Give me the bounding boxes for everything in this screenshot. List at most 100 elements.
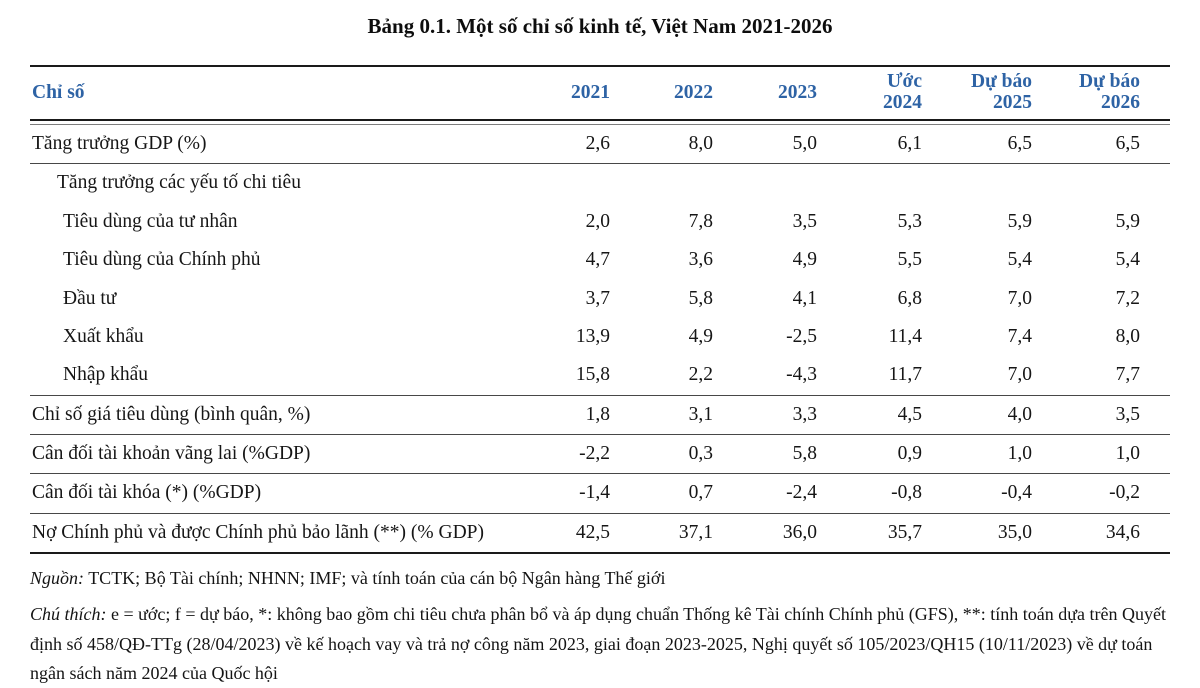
header-rule-line xyxy=(30,120,1170,126)
cell-value: -0,8 xyxy=(817,473,922,514)
cell-value xyxy=(817,164,922,203)
table-row: Nợ Chính phủ và được Chính phủ bảo lãnh … xyxy=(30,513,1170,553)
footnotes: Nguồn: TCTK; Bộ Tài chính; NHNN; IMF; và… xyxy=(30,564,1170,688)
cell-value: 3,3 xyxy=(713,395,817,436)
cell-value: 5,0 xyxy=(713,124,817,165)
cell-value: 1,0 xyxy=(1032,434,1170,475)
cell-value: 4,9 xyxy=(792,249,817,271)
cell-value: 4,9 xyxy=(688,325,713,347)
table-row: Cân đối tài khoản vãng lai (%GDP) -2,2 0… xyxy=(30,434,1170,475)
row-label: Nhập khẩu xyxy=(30,356,520,396)
cell-value: -4,3 xyxy=(713,356,817,396)
cell-value: 2,6 xyxy=(520,124,610,165)
col-header-year: Ước 2024 xyxy=(817,66,922,122)
row-label: Tiêu dùng của Chính phủ xyxy=(63,249,261,271)
table-row: Nhập khẩu 15,8 2,2 -4,3 11,7 7,0 7,7 xyxy=(30,356,1170,396)
cell-value: 6,8 xyxy=(897,287,922,309)
cell-value: 1,0 xyxy=(922,434,1032,475)
cell-value: 34,6 xyxy=(1105,521,1140,543)
table-body: Tăng trưởng GDP (%) 2,6 8,0 5,0 6,1 6,5 … xyxy=(30,120,1170,553)
cell-value xyxy=(922,164,1032,203)
table-row: Cân đối tài khóa (*) (%GDP) -1,4 0,7 -2,… xyxy=(30,473,1170,514)
economic-indicators-table: Chỉ số 2021 2022 2023 Ước 2024 Dự báo 2025 Dự… xyxy=(30,65,1170,555)
table-row: Tăng trưởng GDP (%) 2,6 8,0 5,0 6,1 6,5 … xyxy=(30,124,1170,165)
col-header-indicator: Chỉ số xyxy=(30,66,520,122)
cell-value: 35,0 xyxy=(997,521,1032,543)
cell-value: 8,0 xyxy=(610,124,713,165)
cell-value: 6,5 xyxy=(1032,124,1170,165)
cell-value: 7,8 xyxy=(688,210,713,232)
cell-value: 11,4 xyxy=(888,325,922,347)
cell-value: 2,2 xyxy=(610,356,713,396)
footnote: Chú thích: e = ước; f = dự báo, *: không… xyxy=(30,600,1170,687)
cell-value xyxy=(520,164,610,203)
footnote-lead: Nguồn: xyxy=(30,568,84,589)
row-label: Tăng trưởng GDP (%) xyxy=(30,124,520,165)
cell-value: 6,5 xyxy=(922,124,1032,165)
cell-value: 2,0 xyxy=(585,210,610,232)
cell-value: -2,2 xyxy=(520,434,610,475)
cell-value: -2,4 xyxy=(713,473,817,514)
header-row: Chỉ số 2021 2022 2023 Ước 2024 Dự báo 2025 Dự… xyxy=(30,66,1170,122)
cell-value xyxy=(1032,164,1170,203)
row-label: Tăng trưởng các yếu tố chi tiêu xyxy=(57,172,301,194)
cell-value xyxy=(713,164,817,203)
row-label: Nợ Chính phủ và được Chính phủ bảo lãnh … xyxy=(32,521,485,543)
cell-value: 5,4 xyxy=(1007,249,1032,271)
cell-value: 1,8 xyxy=(520,395,610,436)
cell-value: 42,5 xyxy=(575,521,610,543)
row-label: Xuất khẩu xyxy=(63,325,144,347)
cell-value: 13,9 xyxy=(575,325,610,347)
cell-value: 4,0 xyxy=(922,395,1032,436)
cell-value: -1,4 xyxy=(520,473,610,514)
table-row: Tiêu dùng của Chính phủ 4,7 3,6 4,9 5,5 … xyxy=(30,241,1170,279)
cell-value: 3,5 xyxy=(792,210,817,232)
cell-value: 3,1 xyxy=(610,395,713,436)
cell-value: 3,5 xyxy=(1032,395,1170,436)
cell-value: 4,5 xyxy=(817,395,922,436)
col-header-year: 2021 xyxy=(520,66,610,122)
cell-value: 36,0 xyxy=(782,521,817,543)
header-rule-spacer xyxy=(30,120,1170,126)
cell-value: 5,4 xyxy=(1115,249,1140,271)
table-row: Tiêu dùng của tư nhân 2,0 7,8 3,5 5,3 5,… xyxy=(30,203,1170,241)
cell-value: 5,9 xyxy=(1115,210,1140,232)
cell-value: 4,7 xyxy=(585,249,610,271)
cell-value: 0,7 xyxy=(610,473,713,514)
footnote-text: e = ước; f = dự báo, *: không bao gồm ch… xyxy=(30,604,1166,683)
cell-value: 0,9 xyxy=(817,434,922,475)
col-header-year: 2023 xyxy=(713,66,817,122)
cell-value: 8,0 xyxy=(1115,325,1140,347)
table-row: Chỉ số giá tiêu dùng (bình quân, %) 1,8 … xyxy=(30,395,1170,436)
cell-value: 6,1 xyxy=(817,124,922,165)
cell-value xyxy=(610,164,713,203)
cell-value: 7,4 xyxy=(1007,325,1032,347)
row-label: Cân đối tài khóa (*) (%GDP) xyxy=(30,473,520,514)
footnote: Nguồn: TCTK; Bộ Tài chính; NHNN; IMF; và… xyxy=(30,564,1170,593)
cell-value: -0,4 xyxy=(922,473,1032,514)
table-row: Tăng trưởng các yếu tố chi tiêu xyxy=(30,164,1170,203)
footnote-lead: Chú thích: xyxy=(30,604,107,625)
cell-value: 35,7 xyxy=(887,521,922,543)
cell-value: 3,7 xyxy=(585,287,610,309)
col-header-year: Dự báo 2026 xyxy=(1032,66,1170,122)
cell-value: 7,7 xyxy=(1032,356,1170,396)
table-header: Chỉ số 2021 2022 2023 Ước 2024 Dự báo 2025 Dự… xyxy=(30,66,1170,122)
cell-value: 5,9 xyxy=(1007,210,1032,232)
cell-value: 4,1 xyxy=(792,287,817,309)
cell-value: -2,5 xyxy=(786,325,817,347)
cell-value: 7,2 xyxy=(1115,287,1140,309)
cell-value: -0,2 xyxy=(1032,473,1170,514)
cell-value: 0,3 xyxy=(610,434,713,475)
row-label: Chỉ số giá tiêu dùng (bình quân, %) xyxy=(30,395,520,436)
table-row: Đầu tư 3,7 5,8 4,1 6,8 7,0 7,2 xyxy=(30,280,1170,318)
row-label: Cân đối tài khoản vãng lai (%GDP) xyxy=(30,434,520,475)
cell-value: 5,3 xyxy=(897,210,922,232)
cell-value: 7,0 xyxy=(922,356,1032,396)
cell-value: 11,7 xyxy=(817,356,922,396)
cell-value: 5,8 xyxy=(688,287,713,309)
cell-value: 7,0 xyxy=(1007,287,1032,309)
cell-value: 3,6 xyxy=(688,249,713,271)
table-title: Bảng 0.1. Một số chỉ số kinh tế, Việt Na… xyxy=(367,14,833,38)
